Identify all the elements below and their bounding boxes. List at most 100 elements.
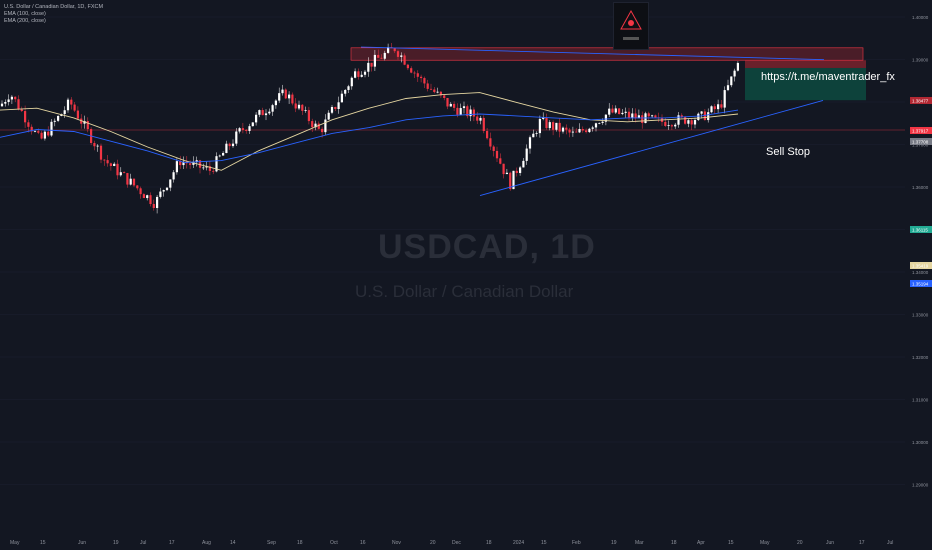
candle-body (591, 127, 594, 129)
time-tick: 2024 (513, 540, 525, 546)
candle-body (284, 89, 287, 99)
maven-logo (613, 2, 649, 50)
candle-body (182, 161, 185, 166)
candle-body (406, 64, 409, 69)
telegram-link[interactable]: https://t.me/maventrader_fx (761, 71, 895, 83)
candle-body (621, 112, 624, 115)
price-label-box (910, 97, 932, 104)
price-label: 1.35194 (912, 282, 929, 287)
candle-body (152, 204, 155, 208)
candle-body (393, 48, 396, 52)
candle-body (248, 126, 251, 131)
candle-body (63, 110, 66, 115)
sell-stop-label: Sell Stop (766, 146, 811, 158)
candle-body (360, 74, 363, 77)
candle-body (314, 123, 317, 128)
candle-body (684, 116, 687, 124)
candle-body (93, 143, 96, 147)
price-label-box (910, 280, 932, 287)
candle-body (10, 96, 13, 100)
candle-body (0, 103, 4, 107)
candles (0, 43, 739, 214)
time-tick: Jul (140, 540, 147, 546)
candle-body (149, 195, 152, 205)
candle-body (571, 131, 574, 133)
candle-body (212, 170, 215, 172)
candle-body (482, 117, 485, 131)
candle-body (367, 62, 370, 72)
time-tick: 18 (486, 540, 492, 546)
candle-body (726, 85, 730, 91)
candle-body (195, 160, 198, 162)
candle-body (624, 111, 627, 113)
candle-body (228, 143, 231, 147)
price-axis[interactable]: 1.400001.390001.380001.370001.360001.350… (910, 15, 932, 488)
ema-line (0, 92, 739, 171)
candle-body (317, 123, 320, 129)
candle-body (736, 62, 739, 71)
candle-body (70, 99, 73, 105)
candle-body (631, 113, 634, 118)
price-tick: 1.33000 (912, 313, 929, 318)
price-tick: 1.31000 (912, 398, 929, 403)
candle-body (235, 131, 238, 144)
legend-ema100[interactable]: EMA (100, close) (4, 11, 46, 17)
candle-body (334, 106, 337, 109)
candle-body (565, 127, 568, 130)
candle-body (462, 106, 466, 109)
candle-body (594, 123, 598, 128)
trendlines[interactable] (360, 46, 825, 196)
candle-body (383, 52, 386, 59)
price-tick: 1.39000 (912, 58, 929, 63)
time-tick: Jun (78, 540, 87, 546)
candle-body (251, 122, 254, 127)
candle-body (733, 70, 736, 77)
candle-body (502, 163, 505, 175)
candle-body (710, 106, 713, 113)
candle-body (687, 120, 690, 124)
candle-body (717, 104, 720, 110)
price-label: 1.35419 (912, 264, 929, 269)
candle-body (373, 54, 376, 67)
candle-body (495, 150, 499, 159)
time-tick: 19 (611, 540, 617, 546)
candle-body (268, 111, 271, 114)
legend-ema200[interactable]: EMA (200, close) (4, 18, 46, 24)
price-label: 1.37708 (912, 140, 929, 145)
candle-body (403, 55, 406, 65)
candle-body (420, 76, 423, 79)
candle-body (281, 89, 284, 94)
candle-body (674, 124, 677, 127)
time-tick: Sep (267, 540, 276, 546)
candle-body (707, 112, 710, 121)
candle-body (604, 114, 607, 122)
candle-body (377, 54, 380, 58)
candle-body (489, 138, 492, 147)
candle-body (20, 109, 23, 112)
candle-body (142, 194, 145, 199)
candle-body (43, 131, 46, 139)
candle-body (337, 102, 340, 109)
candle-body (730, 76, 733, 86)
candle-body (396, 51, 400, 57)
candle-body (109, 163, 112, 166)
candle-body (357, 71, 360, 77)
candle-body (439, 91, 442, 96)
candle-body (525, 148, 528, 161)
candle-body (670, 125, 673, 127)
candle-body (169, 179, 172, 188)
candle-body (321, 128, 324, 133)
candle-body (363, 71, 367, 75)
candle-body (700, 111, 703, 114)
candle-body (330, 106, 334, 113)
candle-body (479, 117, 482, 121)
zone-sell (745, 60, 866, 68)
candle-body (116, 163, 119, 176)
price-label-box (910, 127, 932, 134)
candle-body (472, 109, 475, 117)
time-tick: Apr (697, 540, 705, 546)
candle-body (222, 153, 225, 156)
candle-body (449, 103, 452, 107)
candle-body (667, 125, 670, 126)
